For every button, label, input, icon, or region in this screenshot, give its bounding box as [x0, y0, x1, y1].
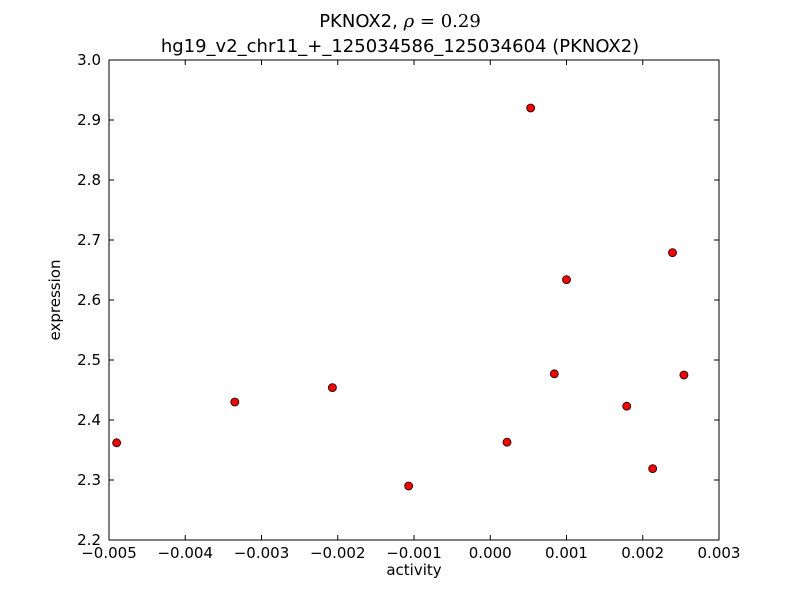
- x-tick-label: 0.000: [469, 544, 512, 562]
- data-point: [328, 383, 337, 393]
- y-tick-label: 2.9: [77, 111, 101, 129]
- x-tick-label: −0.004: [157, 544, 213, 562]
- chart-title-prefix: PKNOX2,: [319, 11, 404, 32]
- data-point: [549, 369, 559, 379]
- x-tick-label: −0.002: [310, 544, 366, 562]
- x-tick-label: 0.002: [621, 544, 664, 562]
- x-tick-label: −0.005: [81, 544, 137, 562]
- rho-equals: =: [414, 11, 441, 32]
- y-axis-label: expression: [46, 259, 64, 341]
- rho-value: 0.29: [440, 11, 481, 32]
- chart-title-rho: ρ = 0.29: [404, 11, 481, 32]
- data-point: [648, 464, 658, 474]
- data-point: [230, 397, 240, 407]
- y-tick-label: 2.5: [77, 351, 101, 369]
- x-tick-label: −0.001: [386, 544, 442, 562]
- data-point: [679, 370, 689, 380]
- y-tick-label: 2.3: [77, 471, 101, 489]
- y-tick-label: 2.2: [77, 531, 101, 549]
- data-point: [526, 103, 536, 113]
- y-tick-label: 2.4: [77, 411, 101, 429]
- y-tick-label: 2.6: [77, 291, 101, 309]
- chart-subtitle: hg19_v2_chr11_+_125034586_125034604 (PKN…: [160, 36, 640, 57]
- x-tick-label: 0.003: [698, 544, 741, 562]
- x-axis-label: activity: [386, 561, 442, 579]
- y-tick-label: 3.0: [77, 51, 101, 69]
- rho-symbol: ρ: [403, 11, 415, 32]
- y-tick-label: 2.8: [77, 171, 101, 189]
- data-point: [112, 438, 122, 448]
- data-point: [622, 401, 632, 411]
- plot-frame: [108, 59, 720, 541]
- data-point: [404, 481, 414, 491]
- data-point: [668, 248, 677, 258]
- data-point: [562, 275, 571, 285]
- y-tick-label: 2.7: [77, 231, 101, 249]
- data-point: [502, 437, 512, 447]
- x-tick-label: 0.001: [545, 544, 588, 562]
- data-points: [112, 103, 689, 491]
- axis-ticks: −0.005 −0.004 −0.003 −0.002 −0.001 0.000 0.001…: [77, 51, 740, 562]
- chart-title: PKNOX2, ρ = 0.29: [0, 11, 800, 32]
- x-tick-label: −0.003: [234, 544, 290, 562]
